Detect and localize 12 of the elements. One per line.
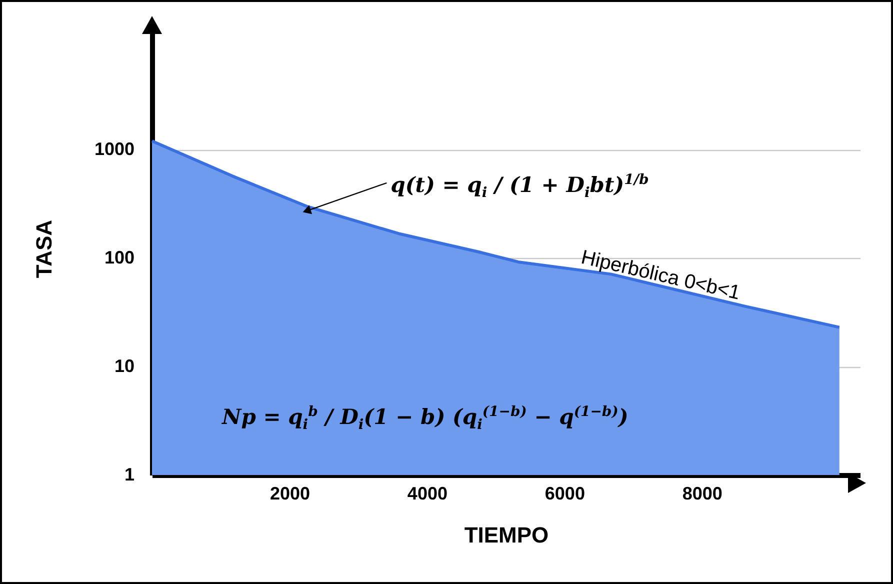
x-tick-label: 4000 xyxy=(407,484,448,504)
x-tick-label: 6000 xyxy=(544,484,585,504)
y-tick-label: 10 xyxy=(114,356,134,376)
y-tick-label: 1000 xyxy=(94,139,134,160)
x-axis-title: TIEMPO xyxy=(464,522,549,548)
y-axis-title: TASA xyxy=(31,220,56,278)
y-tick-label: 100 xyxy=(104,248,134,268)
annotation: q(t) = q$_{i}$ / (1 + D$_{i}$bt)$^{1/b}$ xyxy=(390,172,649,202)
y-tick-label: 1 xyxy=(124,464,134,484)
x-tick-label: 8000 xyxy=(682,484,722,504)
x-tick-label: 2000 xyxy=(270,484,310,504)
text: Np = q$_{i}$$^{b}$ / D$_{i}$(1 − b) (q$_{i}$$^{(1−b)}$ − q$^{(1−b)}$) xyxy=(222,404,628,434)
